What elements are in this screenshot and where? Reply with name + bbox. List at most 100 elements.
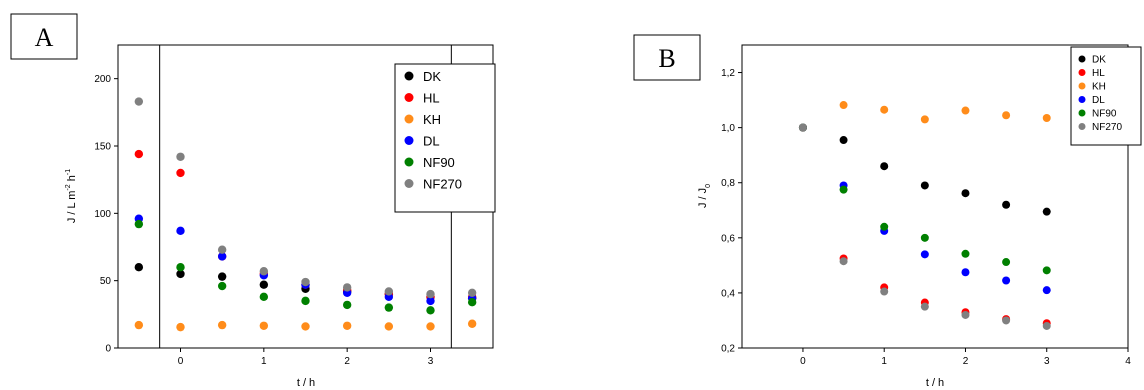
panel-label: B xyxy=(658,44,675,73)
data-point xyxy=(920,115,929,124)
legend-marker xyxy=(1078,109,1086,117)
data-point xyxy=(176,152,185,161)
data-point xyxy=(301,277,310,287)
series-NF270 xyxy=(134,97,477,299)
data-point xyxy=(176,263,185,272)
chart-panel-B: B 0 1 2 3 4 0,2 0,4 0,6 0,8 1,0 1,2 t / h J / J0 DK HL K… xyxy=(633,34,1142,389)
legend-marker xyxy=(404,157,414,167)
chart-panel-A: A 0 1 2 3 0 50 100 150 200 t / h J / L m-2 h-1 DK HL K… xyxy=(10,13,496,389)
panel-label: A xyxy=(35,23,54,52)
data-point xyxy=(920,250,929,259)
data-point xyxy=(342,321,352,330)
legend-marker xyxy=(1078,82,1086,90)
data-point xyxy=(384,287,394,296)
data-point xyxy=(134,263,144,272)
legend-label: NF90 xyxy=(1092,109,1117,120)
y-tick-label: 50 xyxy=(100,276,112,287)
series-KH xyxy=(798,101,1051,132)
data-point xyxy=(920,233,929,242)
y-tick-label: 150 xyxy=(94,142,111,153)
data-point xyxy=(384,303,394,312)
data-point xyxy=(426,296,435,306)
legend-label: DL xyxy=(1092,95,1105,106)
data-point xyxy=(798,123,807,132)
y-tick-label: 1,2 xyxy=(721,68,735,79)
series-DL xyxy=(798,123,1051,295)
data-point xyxy=(1002,276,1011,285)
legend-label: KH xyxy=(423,112,441,127)
y-axis-label: J / L m-2 h-1 xyxy=(65,169,78,223)
data-point xyxy=(426,322,435,331)
data-point xyxy=(1002,200,1011,209)
data-point xyxy=(217,320,227,330)
legend-marker xyxy=(1078,55,1086,63)
data-point xyxy=(176,168,185,178)
x-tick-label: 3 xyxy=(428,356,434,367)
x-tick-label: 3 xyxy=(1044,356,1050,367)
data-point xyxy=(134,97,144,106)
x-tick-label: 0 xyxy=(178,356,184,367)
data-point xyxy=(961,106,970,115)
data-point xyxy=(134,219,144,229)
series-NF90 xyxy=(134,219,477,315)
data-point xyxy=(342,283,352,292)
data-point xyxy=(342,300,352,310)
legend: DK HL KH DL NF90 NF270 xyxy=(1070,46,1142,146)
data-point xyxy=(961,189,970,198)
data-point xyxy=(217,272,227,281)
y-tick-label: 100 xyxy=(94,209,111,220)
legend-marker xyxy=(1078,96,1086,103)
data-point xyxy=(880,162,889,171)
data-point xyxy=(839,257,848,266)
data-point xyxy=(384,322,394,331)
legend-label: DL xyxy=(423,134,440,149)
data-point xyxy=(217,252,227,261)
data-point xyxy=(839,136,848,145)
panel-label-box xyxy=(10,13,78,60)
plot-frame xyxy=(741,44,1129,349)
legend-label: HL xyxy=(1092,68,1105,79)
x-tick-label: 2 xyxy=(344,356,350,367)
data-point xyxy=(259,280,269,289)
legend-marker xyxy=(404,93,414,102)
data-point xyxy=(259,292,269,302)
data-point xyxy=(1002,258,1011,267)
y-tick-label: 0,2 xyxy=(721,344,735,355)
y-tick-label: 1,0 xyxy=(721,123,735,134)
legend-marker xyxy=(404,71,414,81)
series-HL xyxy=(798,123,1051,328)
data-point xyxy=(426,289,435,299)
series-NF270 xyxy=(798,123,1051,330)
legend-label: HL xyxy=(423,91,440,106)
data-point xyxy=(134,149,144,159)
legend: DK HL KH DL NF90 NF270 xyxy=(394,63,496,213)
y-tick-label: 0,4 xyxy=(721,288,735,299)
data-point xyxy=(880,222,889,231)
data-point xyxy=(1042,286,1051,295)
series-KH xyxy=(134,319,477,332)
data-point xyxy=(920,181,929,190)
x-tick-label: 0 xyxy=(800,356,806,367)
data-point xyxy=(217,245,227,254)
x-tick-label: 1 xyxy=(881,356,887,367)
data-point xyxy=(467,298,477,307)
data-point xyxy=(217,281,227,291)
data-point xyxy=(134,320,144,330)
data-point xyxy=(426,306,435,315)
data-point xyxy=(1002,111,1011,120)
y-axis-label: J / J0 xyxy=(697,184,712,208)
x-tick-label: 2 xyxy=(963,356,969,367)
legend-label: KH xyxy=(1092,82,1106,93)
data-point xyxy=(176,269,185,279)
data-point xyxy=(920,302,929,311)
data-point xyxy=(467,288,477,297)
data-point xyxy=(176,322,185,332)
legend-marker xyxy=(404,136,414,145)
x-axis-label: t / h xyxy=(926,377,944,389)
data-point xyxy=(176,226,185,236)
data-point xyxy=(1002,316,1011,325)
series-DK xyxy=(798,123,1051,216)
data-point xyxy=(259,321,269,330)
data-point xyxy=(1042,266,1051,275)
legend-marker xyxy=(404,179,414,188)
